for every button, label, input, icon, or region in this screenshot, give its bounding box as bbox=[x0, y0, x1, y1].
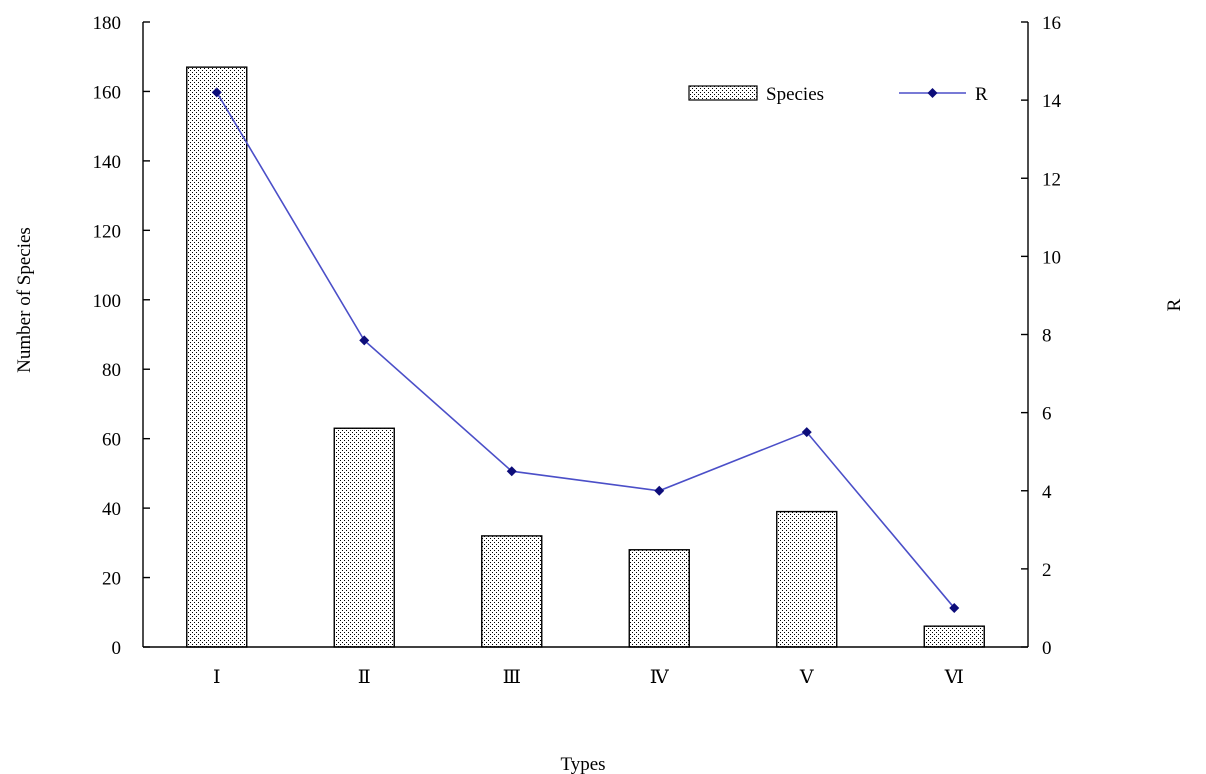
y-tick-label: 0 bbox=[112, 638, 122, 659]
y2-tick-label: 16 bbox=[1042, 13, 1061, 34]
legend-swatch-r-marker bbox=[927, 88, 938, 98]
bar-2 bbox=[333, 427, 395, 648]
y-tick-label: 140 bbox=[93, 152, 122, 173]
r-series-line bbox=[216, 91, 955, 609]
x-tick-label: Ⅱ bbox=[358, 667, 371, 688]
x-tick-label: Ⅲ bbox=[503, 667, 521, 688]
x-axis-title: Types bbox=[560, 754, 605, 774]
y2-tick-label: 10 bbox=[1042, 247, 1061, 268]
y2-tick-label: 2 bbox=[1042, 560, 1052, 581]
y2-tick-label: 14 bbox=[1042, 91, 1062, 112]
r-point-3 bbox=[506, 466, 517, 477]
bar-1 bbox=[186, 66, 248, 648]
bar-4 bbox=[628, 549, 690, 648]
x-tick-label: Ⅰ bbox=[213, 667, 221, 688]
bar-5 bbox=[776, 510, 838, 648]
y2-tick-label: 6 bbox=[1042, 404, 1052, 425]
bars-layer bbox=[186, 66, 985, 648]
legend-label-species: Species bbox=[766, 84, 824, 105]
y-tick-label: 80 bbox=[102, 360, 121, 381]
y2-tick-label: 4 bbox=[1042, 482, 1052, 503]
legend: Species R bbox=[680, 74, 998, 112]
y2-axis-title: R bbox=[1164, 298, 1185, 311]
x-tick-label: Ⅴ bbox=[799, 667, 814, 688]
axes-layer: 0 20 40 60 80 100 120 140 160 180 0 2 4 6 8 10 12 14 16 Ⅰ Ⅱ Ⅲ… bbox=[93, 13, 1062, 688]
y-tick-label: 160 bbox=[93, 82, 122, 103]
y2-tick-label: 12 bbox=[1042, 169, 1061, 190]
y-tick-label: 120 bbox=[93, 221, 122, 242]
y-tick-label: 180 bbox=[93, 13, 122, 34]
y2-tick-label: 0 bbox=[1042, 638, 1052, 659]
bar-3 bbox=[481, 535, 543, 648]
y-tick-label: 60 bbox=[102, 430, 121, 451]
y-tick-label: 20 bbox=[102, 569, 121, 590]
bar-6 bbox=[923, 625, 985, 648]
r-point-1 bbox=[211, 87, 222, 98]
y-tick-label: 40 bbox=[102, 499, 121, 520]
r-point-5 bbox=[801, 427, 812, 438]
x-tick-label: Ⅵ bbox=[944, 667, 964, 688]
line-layer bbox=[211, 87, 960, 613]
legend-swatch-species bbox=[688, 85, 758, 101]
legend-label-r: R bbox=[975, 84, 988, 105]
r-point-2 bbox=[359, 335, 370, 346]
y-axis-title: Number of Species bbox=[14, 227, 35, 373]
r-point-4 bbox=[654, 485, 665, 496]
x-tick-label: Ⅳ bbox=[650, 667, 670, 688]
r-point-6 bbox=[949, 602, 960, 613]
y2-tick-label: 8 bbox=[1042, 326, 1052, 347]
y-tick-label: 100 bbox=[93, 291, 122, 312]
